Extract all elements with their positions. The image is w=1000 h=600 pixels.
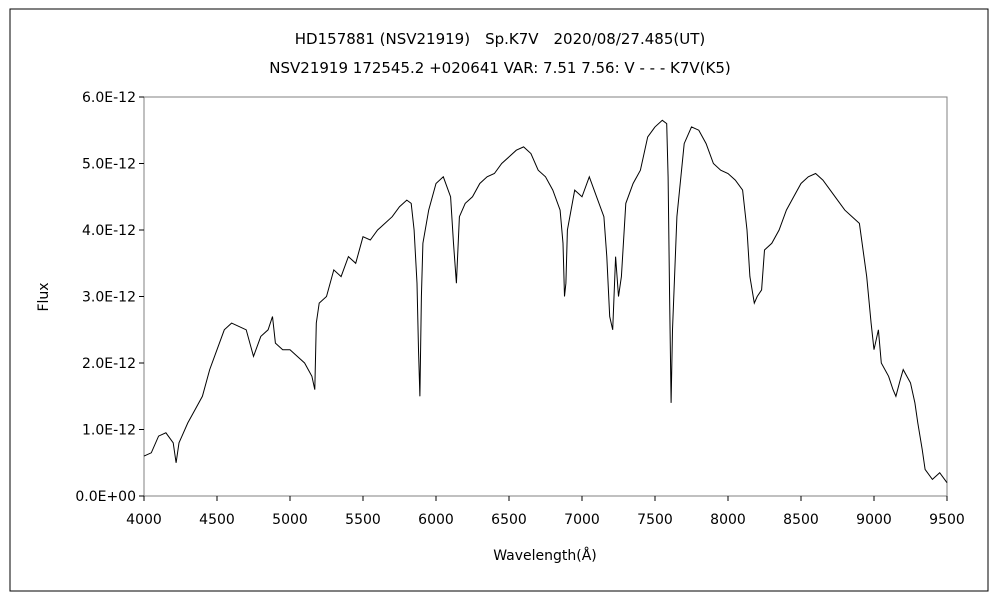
x-axis-label: Wavelength(Å) <box>493 547 597 564</box>
x-tick-label: 7500 <box>637 512 673 528</box>
x-tick-label: 6500 <box>491 512 527 528</box>
x-tick-label: 5500 <box>345 512 381 528</box>
plot-area <box>143 96 948 497</box>
y-tick-label: 2.0E-12 <box>82 356 136 372</box>
y-tick-label: 1.0E-12 <box>82 423 136 439</box>
x-tick-label: 8500 <box>783 512 819 528</box>
chart-subtitle: NSV21919 172545.2 +020641 VAR: 7.51 7.56… <box>269 59 730 77</box>
spectrum-line <box>143 119 948 483</box>
x-tick-label: 9000 <box>856 512 892 528</box>
y-tick-label: 5.0E-12 <box>82 157 136 173</box>
y-tick-label: 6.0E-12 <box>82 90 136 106</box>
series-layer <box>143 119 948 483</box>
y-tick-label: 4.0E-12 <box>82 223 136 239</box>
x-tick-label: 9500 <box>929 512 965 528</box>
x-tick-label: 4000 <box>126 512 162 528</box>
chart-title: HD157881 (NSV21919) Sp.K7V 2020/08/27.48… <box>295 30 705 48</box>
y-axis: 0.0E+00 1.0E-12 2.0E-12 3.0E-12 4.0E-12 5.0E-… <box>75 90 144 505</box>
x-tick-label: 6000 <box>418 512 454 528</box>
x-tick-label: 7000 <box>564 512 600 528</box>
y-tick-label: 0.0E+00 <box>75 489 136 505</box>
x-axis: 4000 4500 5000 5500 6000 6500 7000 7500 8000 8500… <box>126 496 965 528</box>
x-tick-label: 8000 <box>710 512 746 528</box>
x-tick-label: 5000 <box>272 512 308 528</box>
y-axis-label: Flux <box>36 282 52 311</box>
x-tick-label: 4500 <box>199 512 235 528</box>
y-tick-label: 3.0E-12 <box>82 290 136 306</box>
